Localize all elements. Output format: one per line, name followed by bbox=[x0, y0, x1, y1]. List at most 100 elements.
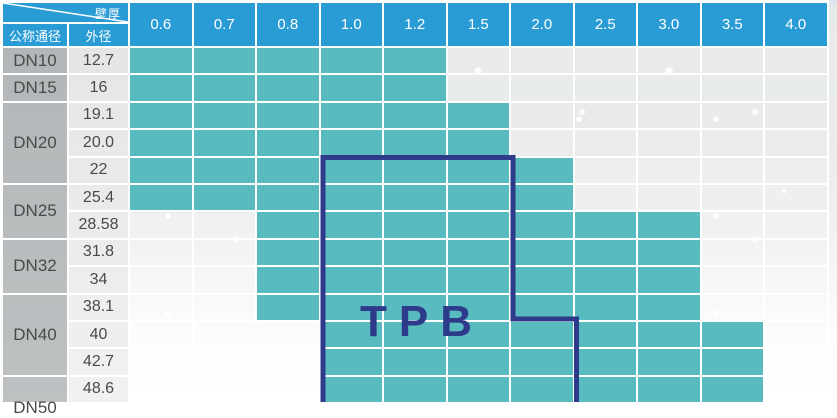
spec-cell-dn40-40-1.5 bbox=[447, 321, 511, 350]
spec-cell-dn50-48.6-1.2 bbox=[384, 376, 448, 405]
spec-cell-dn25-25.4-1.0 bbox=[320, 184, 384, 213]
spec-cell-dn20-22-1.2 bbox=[384, 157, 448, 185]
spec-cell-dn50-48.6-1.5 bbox=[447, 376, 511, 405]
spec-cell-dn20-20.0-1.0 bbox=[320, 130, 384, 158]
spec-cell-dn32-34-0.8 bbox=[257, 267, 321, 295]
spec-cell-dn20-22-2.5 bbox=[574, 157, 638, 185]
thickness-header-1.0: 1.0 bbox=[320, 3, 384, 48]
spec-cell-dn40-38.1-1.5 bbox=[447, 294, 511, 322]
spec-cell-dn25-28.58-2.0 bbox=[511, 212, 575, 240]
pipe-spec-table: 壁厚 公称通径 外径 0.6 0.7 0.8 1.0 1.2 1.5 2.0 2.5 3.0 3.… bbox=[3, 3, 829, 418]
spec-cell-dn40-40-0.8 bbox=[257, 321, 321, 350]
spec-cell-dn20-20.0-0.8 bbox=[257, 130, 321, 158]
spec-cell-dn40-38.1-2.0 bbox=[511, 294, 575, 322]
spec-cell-dn32-34-1.5 bbox=[447, 267, 511, 295]
spec-cell-dn20-22-0.7 bbox=[193, 157, 257, 185]
spec-cell-dn40-38.1-2.5 bbox=[574, 294, 638, 322]
spec-cell-dn10-12.7-0.8 bbox=[257, 48, 321, 76]
spec-cell-dn40-40-0.7 bbox=[193, 321, 257, 350]
spec-cell-dn32-34-4.0 bbox=[765, 267, 829, 295]
spec-cell-dn32-31.8-3.5 bbox=[701, 239, 765, 268]
spec-cell-dn32-31.8-2.0 bbox=[511, 239, 575, 268]
spec-cell-dn15-16-1.5 bbox=[447, 75, 511, 103]
spec-cell-dn25-28.58-3.0 bbox=[638, 212, 702, 240]
spec-cell-dn20-20.0-2.0 bbox=[511, 130, 575, 158]
spec-cell-dn32-34-3.0 bbox=[638, 267, 702, 295]
spec-cell-dn40-42.7-1.5 bbox=[447, 349, 511, 377]
dn-group-text: DN10 bbox=[13, 50, 57, 70]
spec-cell-dn20-22-1.0 bbox=[320, 157, 384, 185]
od-value-16: 16 bbox=[69, 75, 130, 103]
spec-cell-dn15-16-2.0 bbox=[511, 75, 575, 103]
spec-cell-dn32-34-0.6 bbox=[130, 267, 194, 295]
spec-cell-dn40-42.7-3.5 bbox=[701, 349, 765, 377]
spec-cell-dn20-19.1-0.7 bbox=[193, 102, 257, 131]
spec-cell-dn50-48.6-3.5 bbox=[701, 376, 765, 405]
spec-cell-dn40-42.7-0.6 bbox=[130, 349, 194, 377]
spec-cell-dn20-19.1-1.0 bbox=[320, 102, 384, 131]
spec-cell-dn40-42.7-4.0 bbox=[765, 349, 829, 377]
spec-cell-dn32-31.8-1.5 bbox=[447, 239, 511, 268]
spec-cell-dn25-25.4-1.5 bbox=[447, 184, 511, 213]
spec-cell-dn40-40-1.2 bbox=[384, 321, 448, 350]
thickness-header-1.2: 1.2 bbox=[384, 3, 448, 48]
spec-cell-dn32-31.8-1.0 bbox=[320, 239, 384, 268]
spec-cell-dn25-28.58-0.8 bbox=[257, 212, 321, 240]
spec-cell-dn20-20.0-4.0 bbox=[765, 130, 829, 158]
spec-cell-dn32-31.8-0.6 bbox=[130, 239, 194, 268]
od-value-25.4: 25.4 bbox=[69, 184, 130, 213]
spec-cell-dn40-40-2.0 bbox=[511, 321, 575, 350]
spec-cell-dn32-34-3.5 bbox=[701, 267, 765, 295]
spec-cell-dn32-31.8-1.2 bbox=[384, 239, 448, 268]
spec-cell-dn25-25.4-4.0 bbox=[765, 184, 829, 213]
spec-cell-dn25-28.58-0.7 bbox=[193, 212, 257, 240]
spec-cell-dn10-12.7-0.7 bbox=[193, 48, 257, 76]
dn-group-text: DN32 bbox=[13, 256, 57, 276]
outer-diameter-header: 外径 bbox=[69, 24, 130, 48]
spec-cell-dn20-19.1-2.5 bbox=[574, 102, 638, 131]
spec-cell-dn10-12.7-4.0 bbox=[765, 48, 829, 76]
spec-cell-dn40-40-1.0 bbox=[320, 321, 384, 350]
spec-cell-dn32-34-1.0 bbox=[320, 267, 384, 295]
nominal-diameter-header: 公称通径 bbox=[3, 24, 69, 48]
wall-thickness-corner-cell: 壁厚 bbox=[3, 3, 130, 24]
spec-cell-dn40-42.7-3.0 bbox=[638, 349, 702, 377]
spec-cell-dn20-19.1-3.0 bbox=[638, 102, 702, 131]
spec-cell-dn20-22-1.5 bbox=[447, 157, 511, 185]
spec-cell-dn40-38.1-0.8 bbox=[257, 294, 321, 322]
spec-cell-dn40-42.7-2.0 bbox=[511, 349, 575, 377]
dn-group-text: DN15 bbox=[13, 78, 57, 98]
spec-cell-dn50-48.6-0.7 bbox=[193, 376, 257, 405]
od-value-42.7: 42.7 bbox=[69, 349, 130, 377]
spec-cell-dn10-12.7-1.2 bbox=[384, 48, 448, 76]
spec-cell-dn40-40-4.0 bbox=[765, 321, 829, 350]
spec-cell-dn25-28.58-1.2 bbox=[384, 212, 448, 240]
spec-cell-dn10-12.7-3.0 bbox=[638, 48, 702, 76]
spec-cell-dn20-19.1-2.0 bbox=[511, 102, 575, 131]
spec-cell-dn25-28.58-1.0 bbox=[320, 212, 384, 240]
od-value-12.7: 12.7 bbox=[69, 48, 130, 76]
spec-cell-dn32-31.8-2.5 bbox=[574, 239, 638, 268]
od-value-19.1: 19.1 bbox=[69, 102, 130, 131]
spec-cell-dn15-16-0.6 bbox=[130, 75, 194, 103]
spec-cell-dn32-34-2.0 bbox=[511, 267, 575, 295]
od-value-38.1: 38.1 bbox=[69, 294, 130, 322]
thickness-header-0.6: 0.6 bbox=[130, 3, 194, 48]
thickness-header-2.5: 2.5 bbox=[574, 3, 638, 48]
spec-cell-dn25-25.4-3.5 bbox=[701, 184, 765, 213]
spec-cell-dn15-16-2.5 bbox=[574, 75, 638, 103]
spec-cell-dn40-40-3.5 bbox=[701, 321, 765, 350]
spec-cell-dn40-38.1-1.2 bbox=[384, 294, 448, 322]
spec-cell-dn10-12.7-2.0 bbox=[511, 48, 575, 76]
dn-group-label-dn50: DN50 bbox=[3, 376, 69, 417]
spec-cell-dn10-12.7-1.0 bbox=[320, 48, 384, 76]
od-value-22: 22 bbox=[69, 157, 130, 185]
od-value-48.6: 48.6 bbox=[69, 376, 130, 405]
spec-cell-dn20-22-0.6 bbox=[130, 157, 194, 185]
spec-cell-dn40-38.1-1.0 bbox=[320, 294, 384, 322]
spec-cell-dn40-38.1-0.7 bbox=[193, 294, 257, 322]
spec-cell-dn25-28.58-1.5 bbox=[447, 212, 511, 240]
spec-cell-dn40-38.1-0.6 bbox=[130, 294, 194, 322]
spec-cell-dn40-38.1-3.5 bbox=[701, 294, 765, 322]
spec-cell-dn15-16-3.5 bbox=[701, 75, 765, 103]
